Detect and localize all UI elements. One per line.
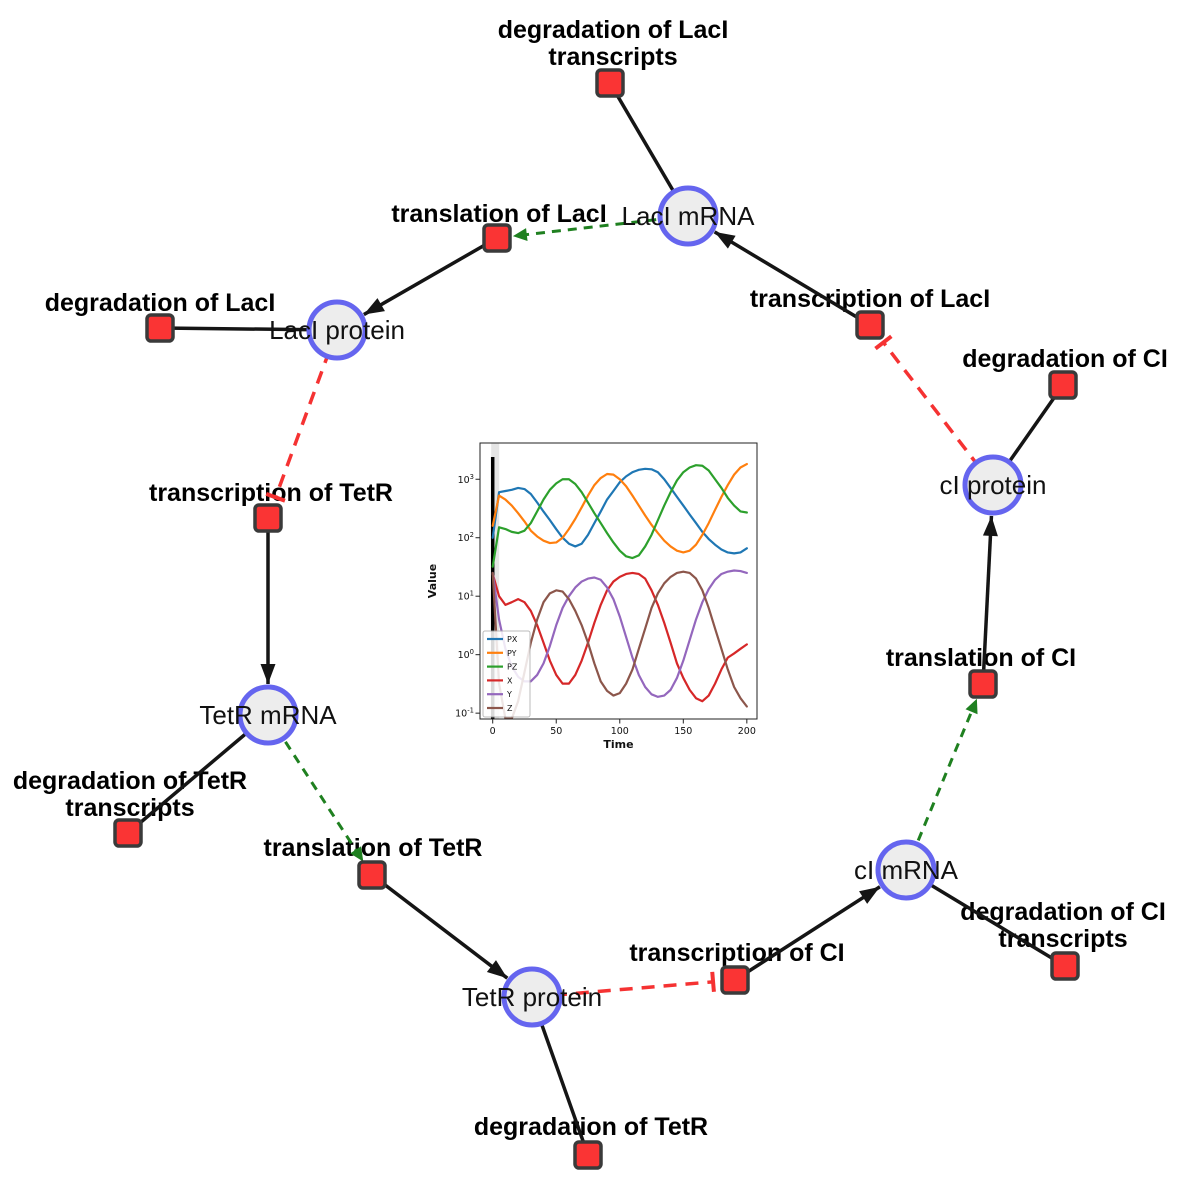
series-line-pz	[491, 464, 748, 568]
modifier-arrowhead-icon	[512, 228, 528, 242]
arrowhead-icon	[714, 231, 736, 249]
reaction-label-transcription-of-ci: transcription of CI	[629, 939, 844, 967]
inhibition-tbar-icon	[874, 334, 893, 351]
x-tick-label: 200	[738, 726, 756, 737]
species-node-laci-protein[interactable]	[306, 299, 368, 361]
reaction-node-degradation-of-ci-transcripts[interactable]	[1050, 951, 1080, 981]
series-line-px	[491, 467, 748, 555]
x-tick-label: 50	[550, 726, 562, 737]
species-label-ci-mrna: cI mRNA	[854, 855, 959, 885]
species-label-tetr-protein: TetR protein	[462, 982, 602, 1012]
species-node-laci-mrna[interactable]	[657, 185, 719, 247]
edge-translation-tetr--tetr-protein	[370, 873, 509, 980]
species-node-ci-protein[interactable]	[962, 454, 1024, 516]
legend-label-z: Z	[507, 704, 513, 713]
modifier-arrowhead-icon	[965, 698, 978, 715]
legend-label-x: X	[507, 676, 513, 685]
reaction-label-transcription-of-tetr: transcription of TetR	[149, 479, 393, 507]
edge-ci-mrna--deg-ci-transcripts	[905, 868, 1066, 968]
reaction-label-degradation-of-ci-transcripts: degradation of CI	[960, 898, 1166, 926]
y-tick-label: 103	[458, 473, 474, 486]
reaction-label-degradation-of-tetr-transcripts: degradation of TetR	[13, 767, 247, 795]
inhibition-tbar-icon	[265, 492, 286, 503]
species-node-ci-mrna[interactable]	[875, 839, 937, 901]
arrowhead-icon	[982, 515, 998, 537]
reaction-label-transcription-of-laci: transcription of LacI	[750, 285, 990, 313]
arrowhead-icon	[260, 664, 276, 684]
y-tick-label: 102	[458, 531, 474, 544]
reaction-label-degradation-of-laci: degradation of LacI	[45, 289, 276, 317]
reaction-node-transcription-of-tetr[interactable]	[253, 503, 283, 533]
series-line-z	[491, 570, 748, 719]
arrowhead-icon	[486, 960, 508, 979]
reaction-node-degradation-of-tetr-transcripts[interactable]	[113, 818, 143, 848]
inhibition-tbar-icon	[710, 971, 716, 992]
series-line-py	[491, 462, 748, 554]
species-node-tetr-mrna[interactable]	[237, 684, 299, 746]
y-axis-label: Value	[426, 564, 439, 598]
x-tick-label: 0	[490, 726, 496, 737]
legend-label-py: PY	[507, 649, 517, 658]
x-tick-label: 150	[674, 726, 692, 737]
reaction-label-degradation-of-tetr: degradation of TetR	[474, 1113, 708, 1141]
species-label-tetr-mrna: TetR mRNA	[199, 700, 337, 730]
y-tick-label: 100	[458, 648, 474, 661]
y-tick-label: 101	[458, 590, 474, 603]
reaction-node-degradation-of-tetr[interactable]	[573, 1140, 603, 1170]
modifier-arrowhead-icon	[350, 846, 364, 862]
y-tick-label: 10-1	[455, 707, 474, 720]
reaction-node-degradation-of-laci[interactable]	[145, 313, 175, 343]
legend: PX PY PZ XYZ	[482, 630, 531, 718]
reaction-node-translation-of-tetr[interactable]	[357, 860, 387, 890]
edge-translation-laci--laci-protein	[363, 236, 498, 317]
timeseries-chart: 0 50 100 150 20010-1100101102103TimeValuePXP…	[426, 442, 758, 751]
species-label-laci-mrna: LacI mRNA	[622, 201, 756, 231]
species-label-laci-protein: LacI protein	[269, 315, 405, 345]
legend-label-y: Y	[506, 690, 512, 699]
x-axis-label: Time	[603, 738, 633, 751]
reaction-node-translation-of-laci[interactable]	[482, 223, 512, 253]
edge-translation-ci--ci-protein	[981, 515, 994, 685]
edge-tetr-mrna--deg-tetr-transcripts	[126, 713, 270, 835]
reaction-node-degradation-of-ci[interactable]	[1048, 370, 1078, 400]
reaction-label-degradation-of-ci: degradation of CI	[962, 345, 1168, 373]
reaction-label-degradation-of-tetr-transcripts: transcripts	[65, 794, 194, 822]
edge-transcription-laci--laci-mrna	[713, 230, 871, 327]
edge-transcription-ci--ci-mrna	[734, 885, 881, 982]
reaction-label-translation-of-tetr: translation of TetR	[264, 834, 483, 862]
arrowhead-icon	[363, 298, 385, 315]
arrowhead-icon	[859, 886, 880, 904]
axes-box	[479, 442, 758, 720]
species-label-ci-protein: cI protein	[940, 470, 1047, 500]
species-node-tetr-protein[interactable]	[501, 966, 563, 1028]
legend-label-pz: PZ	[507, 663, 518, 672]
edge-laci-mrna--translation-laci	[522, 214, 689, 237]
reaction-label-degradation-of-laci-transcripts: degradation of LacI	[498, 16, 729, 44]
reaction-node-degradation-of-laci-transcripts[interactable]	[595, 68, 625, 98]
reaction-label-degradation-of-laci-transcripts: transcripts	[548, 43, 677, 71]
reaction-node-transcription-of-ci[interactable]	[720, 965, 750, 995]
legend-label-px: PX	[507, 635, 518, 644]
reaction-node-transcription-of-laci[interactable]	[855, 310, 885, 340]
series-line-x	[491, 571, 748, 703]
x-tick-label: 100	[611, 726, 629, 737]
edge-ci-mrna--translation-ci	[904, 707, 975, 871]
reaction-label-translation-of-ci: translation of CI	[886, 644, 1076, 672]
reaction-node-translation-of-ci[interactable]	[968, 669, 998, 699]
edge-tetr-mrna--translation-tetr	[266, 714, 360, 855]
